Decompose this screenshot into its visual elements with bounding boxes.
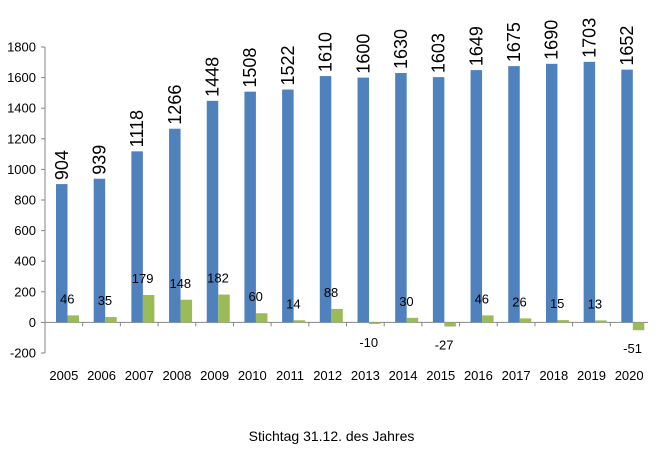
x-tick-label: 2006	[87, 368, 116, 383]
x-tick-label: 2013	[351, 368, 380, 383]
bar-series-1	[319, 76, 332, 323]
data-label-series-1: 1603	[429, 33, 449, 73]
data-label-series-2: 182	[207, 271, 229, 286]
bar-series-2	[482, 315, 494, 323]
y-tick-label: 1400	[7, 101, 36, 116]
y-axis-ticks: -200 0 200 400 600 800 1000 1200 1400 1600 1800	[7, 40, 45, 361]
x-axis-title: Stichtag 31.12. des Jahres	[248, 428, 415, 444]
data-label-series-1: 1649	[466, 26, 486, 66]
bar-series-2	[331, 308, 343, 323]
bar-series-2	[444, 322, 456, 327]
data-label-series-1: 1703	[579, 18, 599, 58]
data-label-series-2: 88	[324, 285, 338, 300]
y-tick-label: 1800	[7, 40, 36, 55]
y-tick-label: 0	[29, 315, 36, 330]
x-tick-label: 2005	[49, 368, 78, 383]
bar-series-2	[595, 320, 607, 323]
data-label-series-1: 1610	[316, 32, 336, 72]
data-label-series-2: 35	[98, 293, 112, 308]
data-label-series-1: 1448	[203, 57, 223, 97]
bar-series-1	[244, 91, 256, 323]
data-label-series-2: -51	[623, 341, 642, 356]
y-tick-label: 200	[14, 284, 36, 299]
x-tick-label: 2009	[200, 368, 229, 383]
bar-series-1	[206, 100, 219, 323]
bar-series-1	[357, 77, 369, 323]
data-label-series-2: 15	[550, 296, 564, 311]
data-label-series-2: 26	[512, 294, 526, 309]
data-label-series-1: 1118	[127, 110, 147, 147]
data-label-series-2: 14	[286, 296, 300, 311]
bars	[56, 61, 645, 331]
bar-series-1	[508, 66, 520, 323]
bar-series-2	[218, 294, 230, 323]
bar-series-1	[583, 61, 596, 323]
x-tick-label: 2010	[238, 368, 267, 383]
bar-series-2	[180, 299, 193, 323]
data-label-series-2: 148	[169, 276, 191, 291]
bar-series-2	[105, 317, 117, 323]
y-tick-label: -200	[10, 346, 36, 361]
bar-series-2	[519, 318, 532, 323]
data-label-series-1: 1508	[240, 48, 260, 88]
x-tick-label: 2007	[125, 368, 154, 383]
bar-series-2	[406, 317, 419, 323]
x-tick-label: 2017	[502, 368, 531, 383]
data-label-series-2: 60	[248, 289, 262, 304]
data-label-series-1: 1266	[165, 85, 185, 125]
data-label-series-1: 1630	[391, 29, 411, 69]
bar-series-2	[142, 295, 155, 323]
data-label-series-1: 939	[89, 145, 109, 175]
bar-series-1	[621, 69, 633, 323]
bar-series-1	[395, 73, 407, 323]
data-label-series-2: -27	[435, 338, 454, 353]
bar-series-2	[293, 320, 306, 323]
x-tick-label: 2012	[313, 368, 342, 383]
data-label-series-2: 13	[588, 296, 602, 311]
bar-series-1	[432, 77, 445, 323]
x-tick-label: 2019	[577, 368, 606, 383]
x-tick-label: 2020	[615, 368, 644, 383]
data-label-series-2: 179	[132, 271, 154, 286]
y-tick-label: 1200	[7, 131, 36, 146]
data-label-series-1: 1690	[542, 20, 562, 60]
bar-series-1	[169, 128, 181, 323]
bar-series-1	[282, 89, 294, 323]
y-tick-label: 400	[14, 254, 36, 269]
data-label-series-1: 1600	[353, 34, 373, 74]
bar-series-1	[93, 178, 106, 323]
bar-series-2	[369, 322, 381, 324]
x-tick-label: 2011	[276, 368, 304, 383]
x-axis-ticks: 2005 2006 2007 2008 2009 2010 2011 2012 2013 2014…	[49, 322, 644, 383]
bar-series-1	[470, 70, 483, 323]
x-tick-label: 2018	[539, 368, 568, 383]
data-label-series-1: 1675	[504, 22, 524, 62]
y-tick-label: 600	[14, 223, 36, 238]
y-tick-label: 1000	[7, 162, 36, 177]
data-labels: 9044693935111817912661481448182150860152…	[52, 18, 642, 356]
bar-series-2	[255, 313, 268, 323]
data-label-series-1: 904	[52, 150, 72, 180]
data-label-series-1: 1652	[617, 26, 637, 66]
y-tick-label: 1600	[7, 70, 36, 85]
x-tick-label: 2016	[464, 368, 493, 383]
data-label-series-2: 46	[475, 291, 489, 306]
bar-series-1	[545, 63, 558, 323]
data-label-series-2: -10	[359, 335, 378, 350]
bar-series-2	[632, 322, 645, 331]
x-tick-label: 2008	[162, 368, 191, 383]
x-tick-label: 2015	[426, 368, 455, 383]
data-label-series-1: 1522	[278, 45, 298, 85]
x-tick-label: 2014	[389, 368, 418, 383]
bar-series-1	[56, 184, 68, 323]
bar-series-1	[131, 151, 143, 323]
y-tick-label: 800	[14, 193, 36, 208]
bar-series-2	[557, 320, 569, 323]
data-label-series-2: 30	[399, 294, 413, 309]
bar-series-2	[67, 315, 79, 323]
data-label-series-2: 46	[60, 291, 74, 306]
